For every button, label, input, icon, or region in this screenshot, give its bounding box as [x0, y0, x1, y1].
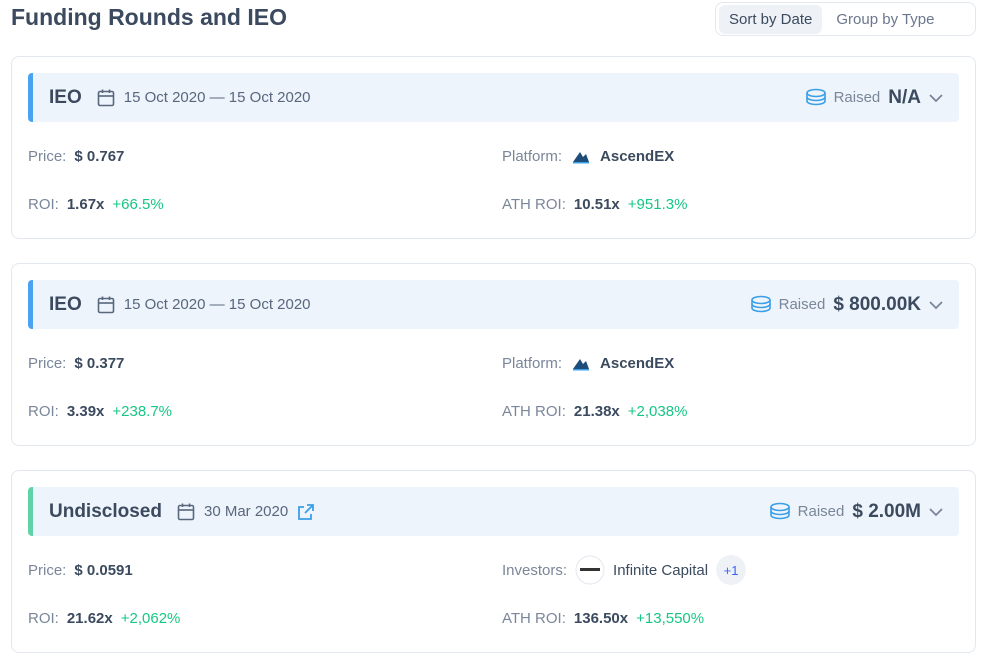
- roi-change: +238.7%: [112, 403, 173, 420]
- platform-label: Platform:: [502, 355, 563, 372]
- ath-roi-row: ATH ROI: 10.51x +951.3%: [502, 196, 687, 213]
- raised-label: Raised: [778, 296, 826, 313]
- investors-row: Investors: Infinite Capital +1: [502, 555, 747, 585]
- investor-name[interactable]: Infinite Capital: [613, 561, 709, 579]
- expand-toggle[interactable]: [927, 89, 945, 107]
- roi-row: ROI: 21.62x +2,062%: [28, 610, 180, 627]
- roi-label: ROI:: [28, 610, 59, 627]
- ath-roi-label: ATH ROI:: [502, 403, 566, 420]
- funding-card: IEO 15 Oct 2020 — 15 Oct 2020 Raised $ 800.…: [11, 263, 976, 446]
- price-row: Price: $ 0.767: [28, 148, 124, 165]
- ath-roi-row: ATH ROI: 136.50x +13,550%: [502, 610, 704, 627]
- price-row: Price: $ 0.0591: [28, 562, 133, 579]
- platform-row: Platform: AscendEX: [502, 148, 674, 165]
- price-value: $ 0.377: [74, 355, 125, 372]
- roi-value: 21.62x: [66, 610, 113, 627]
- calendar-icon: [96, 295, 116, 315]
- raised: Raised N/A: [804, 73, 945, 122]
- raised-label: Raised: [833, 89, 881, 106]
- round-date: 30 Mar 2020: [203, 503, 289, 520]
- roi-change: +66.5%: [112, 196, 164, 213]
- calendar-icon: [96, 88, 116, 108]
- page-title: Funding Rounds and IEO: [11, 4, 287, 30]
- round-date: 15 Oct 2020 — 15 Oct 2020: [123, 296, 311, 313]
- platform-name[interactable]: AscendEX: [600, 355, 675, 372]
- ath-roi-label: ATH ROI:: [502, 610, 566, 627]
- expand-toggle[interactable]: [927, 503, 945, 521]
- card-header: Undisclosed 30 Mar 2020 Raised $ 2.00M: [28, 487, 959, 536]
- round-type: IEO: [49, 86, 82, 108]
- price-row: Price: $ 0.377: [28, 355, 124, 372]
- roi-value: 1.67x: [66, 196, 105, 213]
- price-label: Price:: [28, 355, 67, 372]
- tab-group: Sort by Date Group by Type: [715, 2, 976, 36]
- ath-roi-value: 21.38x: [573, 403, 620, 420]
- ath-roi-value: 10.51x: [573, 196, 620, 213]
- ath-roi-value: 136.50x: [573, 610, 629, 627]
- calendar-icon: [176, 502, 196, 522]
- raised-value: $ 800.00K: [833, 293, 921, 315]
- raised-value: N/A: [888, 86, 921, 108]
- ath-roi-row: ATH ROI: 21.38x +2,038%: [502, 403, 687, 420]
- ath-roi-label: ATH ROI:: [502, 196, 566, 213]
- roi-value: 3.39x: [66, 403, 105, 420]
- investors-label: Investors:: [502, 561, 568, 579]
- platform-label: Platform:: [502, 148, 563, 165]
- raised: Raised $ 2.00M: [768, 487, 945, 536]
- round-type: Undisclosed: [49, 500, 162, 522]
- roi-label: ROI:: [28, 196, 59, 213]
- round-date: 15 Oct 2020 — 15 Oct 2020: [123, 89, 311, 106]
- price-label: Price:: [28, 148, 67, 165]
- expand-toggle[interactable]: [927, 296, 945, 314]
- raised-label: Raised: [797, 503, 845, 520]
- coins-icon: [804, 87, 828, 109]
- roi-row: ROI: 3.39x +238.7%: [28, 403, 172, 420]
- raised-value: $ 2.00M: [852, 500, 921, 522]
- coins-icon: [768, 501, 792, 523]
- ath-roi-change: +2,038%: [627, 403, 688, 420]
- roi-change: +2,062%: [120, 610, 181, 627]
- roi-row: ROI: 1.67x +66.5%: [28, 196, 164, 213]
- roi-label: ROI:: [28, 403, 59, 420]
- raised: Raised $ 800.00K: [749, 280, 945, 329]
- price-value: $ 0.0591: [74, 562, 133, 579]
- price-label: Price:: [28, 562, 67, 579]
- card-header: IEO 15 Oct 2020 — 15 Oct 2020 Raised $ 800.…: [28, 280, 959, 329]
- platform-logo: [570, 356, 592, 372]
- price-value: $ 0.767: [74, 148, 125, 165]
- funding-card: Undisclosed 30 Mar 2020 Raised $ 2.00M Price…: [11, 470, 976, 653]
- card-header: IEO 15 Oct 2020 — 15 Oct 2020 Raised N/A: [28, 73, 959, 122]
- coins-icon: [749, 294, 773, 316]
- platform-name[interactable]: AscendEX: [600, 148, 675, 165]
- round-type: IEO: [49, 293, 82, 315]
- external-link[interactable]: [296, 502, 316, 522]
- tab[interactable]: Sort by Date: [719, 4, 823, 34]
- investor-logo: [575, 555, 605, 585]
- ath-roi-change: +13,550%: [636, 610, 705, 627]
- ath-roi-change: +951.3%: [627, 196, 688, 213]
- platform-logo: [570, 149, 592, 165]
- tab[interactable]: Group by Type: [836, 10, 935, 28]
- more-investors[interactable]: +1: [716, 555, 747, 585]
- funding-card: IEO 15 Oct 2020 — 15 Oct 2020 Raised N/A Pri…: [11, 56, 976, 239]
- platform-row: Platform: AscendEX: [502, 355, 674, 372]
